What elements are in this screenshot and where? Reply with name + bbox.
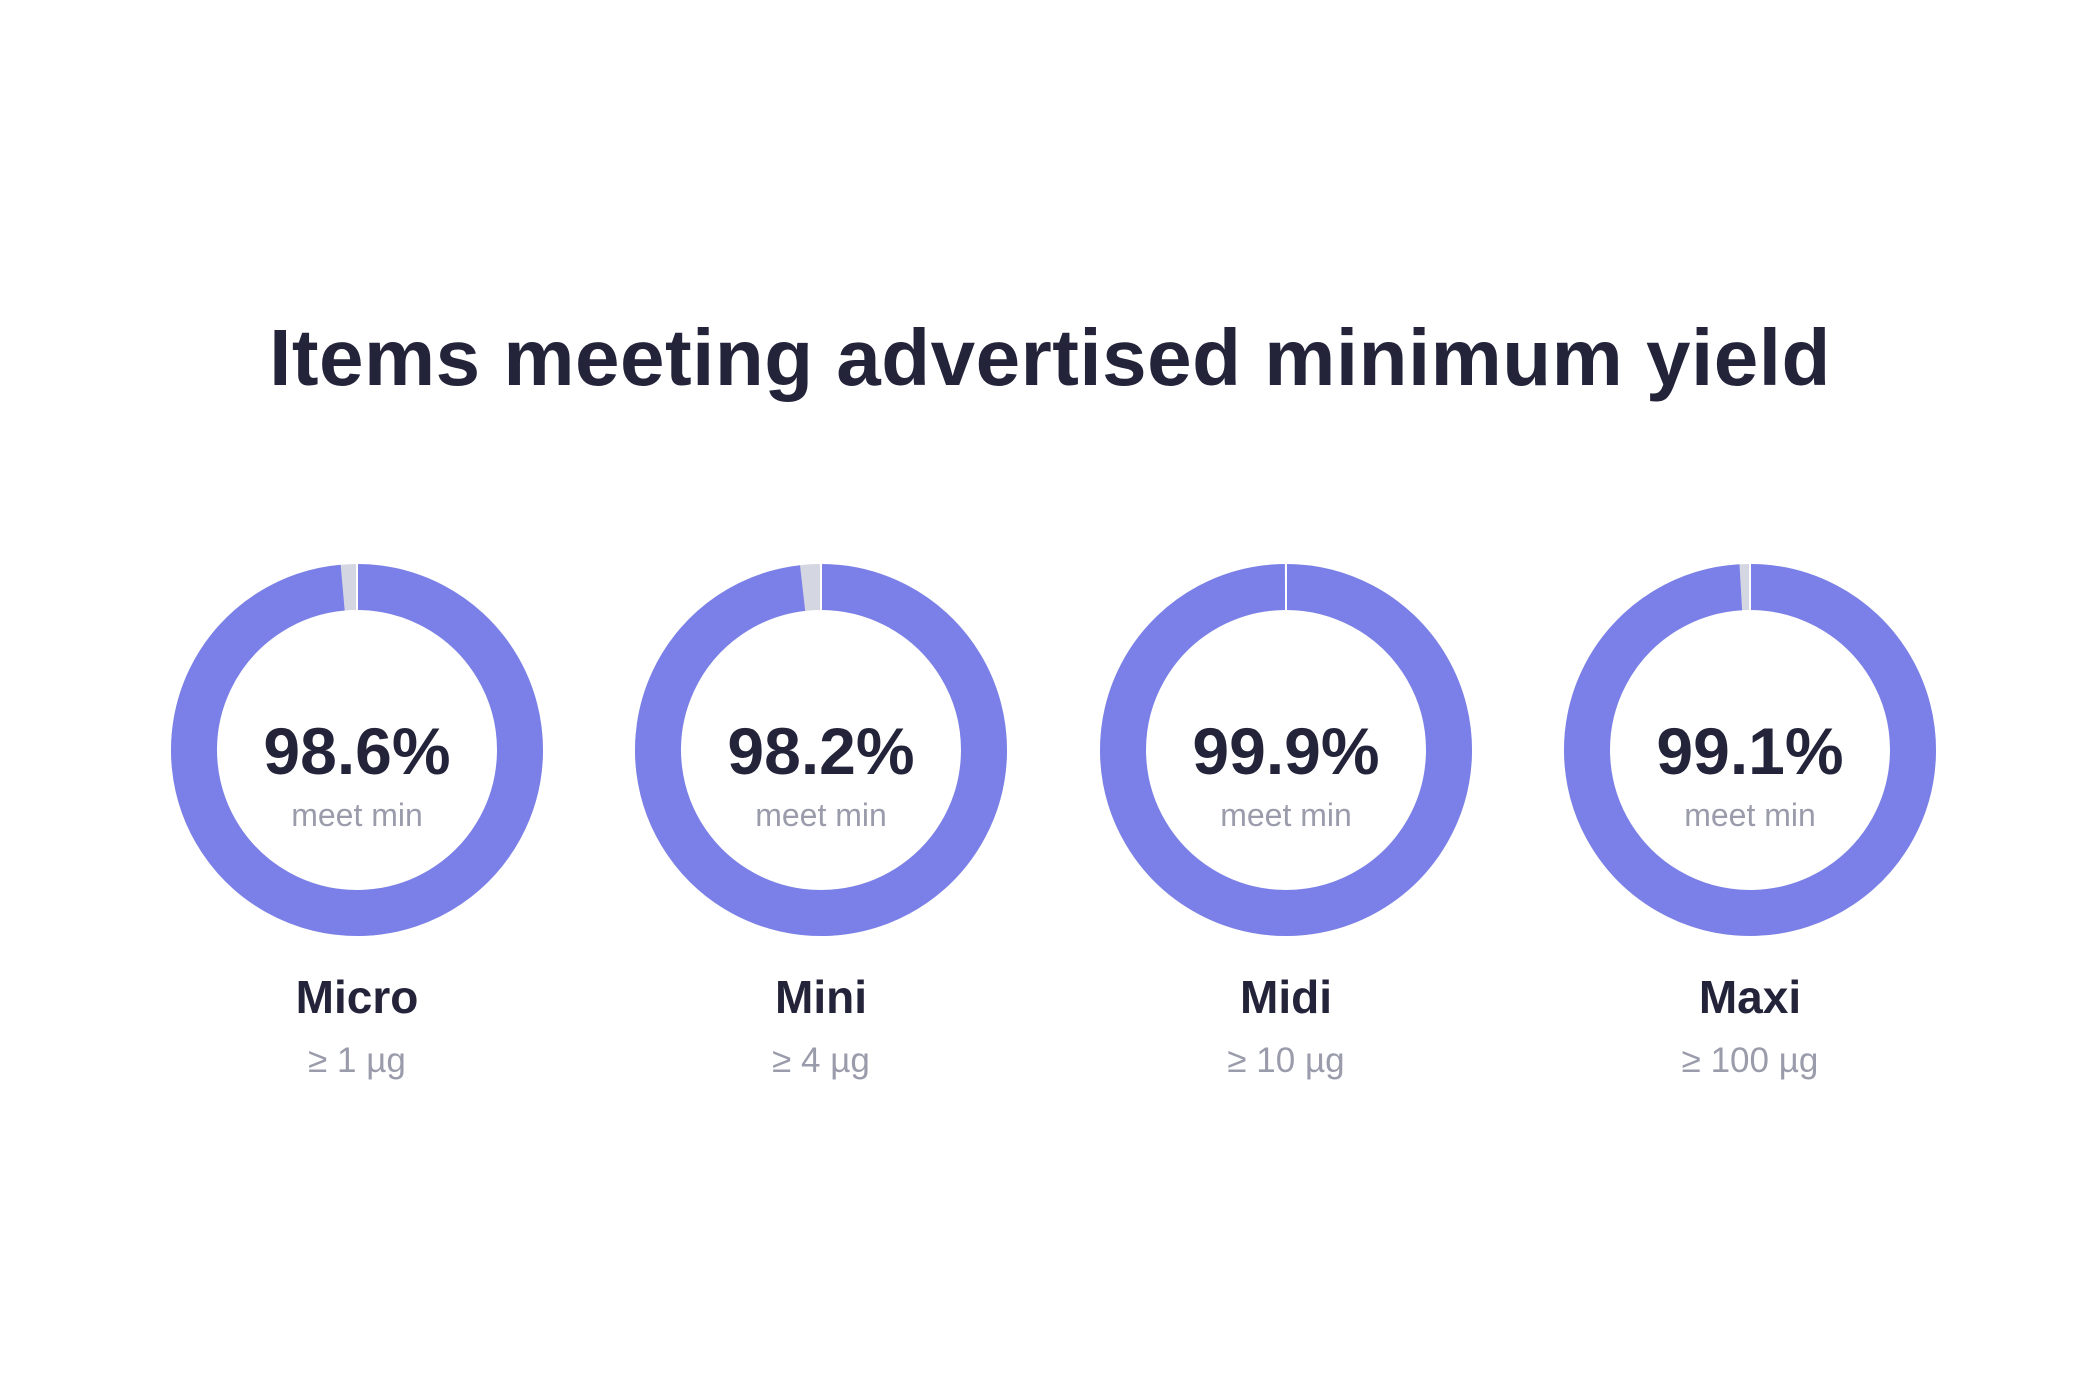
value-label-micro: 98.6%	[263, 714, 450, 788]
threshold-label-mini: ≥ 4 µg	[772, 1041, 870, 1080]
category-label-midi: Midi	[1240, 971, 1332, 1023]
donut-slice-meet-mini	[635, 564, 1007, 936]
value-label-midi: 99.9%	[1192, 714, 1379, 788]
threshold-label-midi: ≥ 10 µg	[1227, 1041, 1344, 1080]
donut-maxi: 99.1% meet min Maxi ≥ 100 µg	[1564, 563, 1936, 1080]
chart-title: Items meeting advertised minimum yield	[269, 313, 1831, 402]
value-label-mini: 98.2%	[727, 714, 914, 788]
donut-micro: 98.6% meet min Micro ≥ 1 µg	[171, 563, 543, 1080]
donut-slice-meet-micro	[171, 564, 543, 936]
category-label-micro: Micro	[296, 971, 419, 1023]
threshold-label-micro: ≥ 1 µg	[308, 1041, 406, 1080]
category-label-mini: Mini	[775, 971, 867, 1023]
donut-slice-meet-maxi	[1564, 564, 1936, 936]
center-sublabel-micro: meet min	[291, 797, 423, 833]
donut-slice-meet-midi	[1099, 564, 1472, 936]
center-sublabel-maxi: meet min	[1684, 797, 1816, 833]
center-sublabel-mini: meet min	[755, 797, 887, 833]
threshold-label-maxi: ≥ 100 µg	[1682, 1041, 1819, 1080]
donut-mini: 98.2% meet min Mini ≥ 4 µg	[635, 563, 1007, 1080]
category-label-maxi: Maxi	[1699, 971, 1801, 1023]
value-label-maxi: 99.1%	[1656, 714, 1843, 788]
center-sublabel-midi: meet min	[1220, 797, 1352, 833]
donut-midi: 99.9% meet min Midi ≥ 10 µg	[1099, 563, 1472, 1080]
